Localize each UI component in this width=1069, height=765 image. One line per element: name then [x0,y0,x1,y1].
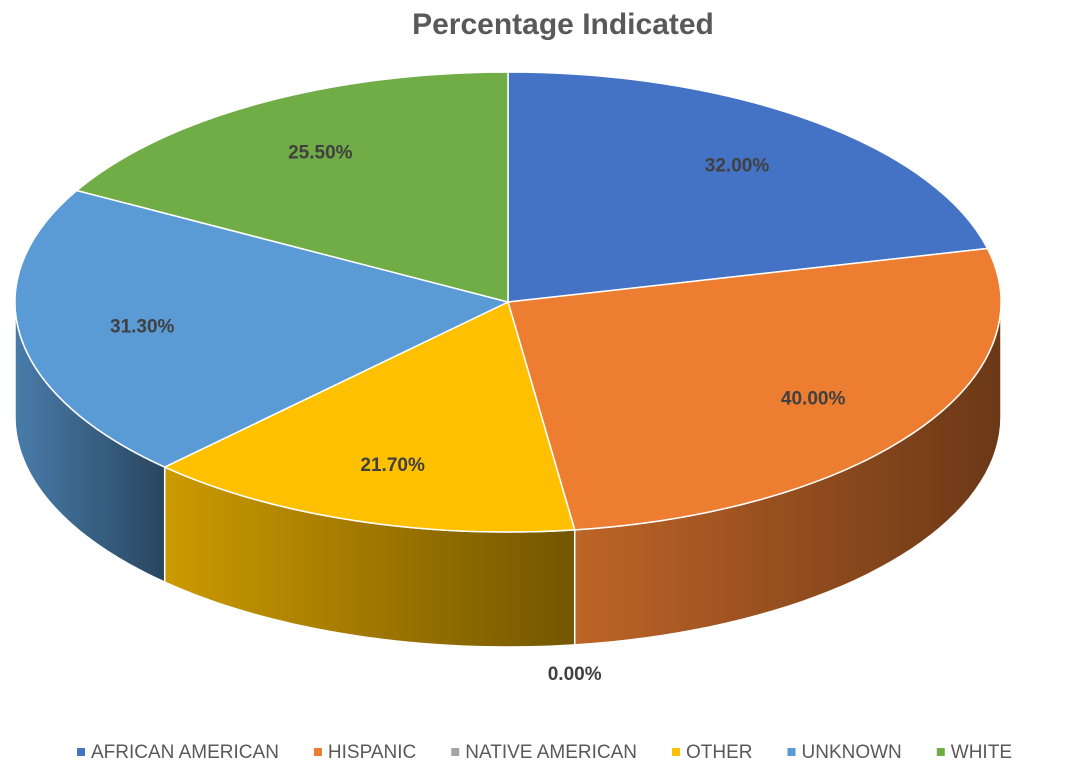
slice [507,71,989,303]
legend-swatch [787,748,796,756]
slice [507,247,1002,531]
legend-label: UNKNOWN [802,742,902,763]
chart-title: Percentage Indicated [412,8,714,41]
value-label: 31.30% [110,316,175,337]
legend-label: WHITE [951,742,1012,763]
legend-swatch [77,748,85,756]
legend-label: AFRICAN AMERICAN [91,742,279,763]
legend-swatch [451,748,460,756]
value-label: 25.50% [288,142,353,163]
slice [75,71,509,303]
legend-label: NATIVE AMERICAN [465,742,637,763]
value-label: 21.70% [360,455,425,476]
value-label: 32.00% [705,156,770,177]
value-label: 0.00% [548,664,602,685]
slice [14,189,511,468]
legend-swatch [313,748,322,756]
legend-swatch [672,748,680,756]
legend-label: HISPANIC [328,742,416,763]
value-label: 40.00% [781,388,846,409]
legend-label: OTHER [686,742,753,763]
legend-swatch [936,748,945,756]
slice [162,300,576,533]
